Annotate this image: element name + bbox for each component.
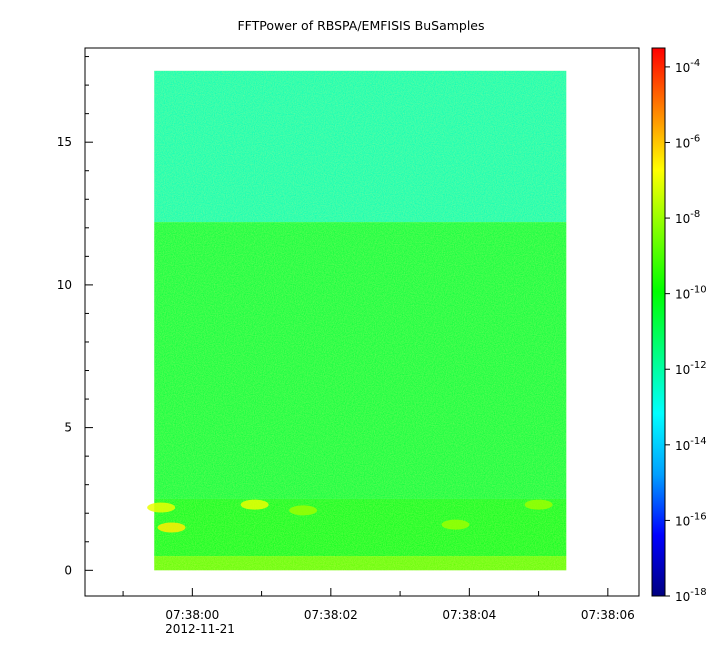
x-tick-label: 07:38:04 [442,608,496,622]
heatmap-hotspot [157,522,186,533]
heatmap-hotspot [524,499,553,510]
y-tick-label: 10 [57,278,72,292]
colorbar-tick-label: 10-10 [675,285,707,302]
heatmap-hotspot [147,502,176,513]
x-axis: 07:38:00 07:38:02 07:38:04 07:38:06 [122,588,635,622]
colorbar-tick-label: 10-8 [675,209,700,226]
colorbar-tick-label: 10-18 [675,587,707,604]
chart-title: FFTPower of RBSPA/EMFISIS BuSamples [237,18,484,33]
x-tick-label: 07:38:06 [581,608,635,622]
colorbar-ticks: 10-4 10-6 10-8 10-10 10-12 10-14 10-16 10-18 [665,58,707,604]
colorbar [651,47,666,597]
colorbar-tick-label: 10-14 [675,436,707,453]
y-tick-label: 5 [64,421,72,435]
colorbar-tick-label: 10-6 [675,133,700,150]
colorbar-tick-label: 10-12 [675,360,707,377]
y-tick-label: 0 [64,563,72,577]
heatmap-layer [147,70,567,571]
x-date-label: 2012-11-21 [165,622,235,636]
x-tick-label: 07:38:02 [304,608,358,622]
x-tick-label: 07:38:00 [165,608,219,622]
y-tick-label: 15 [57,135,72,149]
heatmap-hotspot [441,519,470,530]
heatmap-hotspot [240,499,269,510]
colorbar-tick-label: 10-16 [675,511,707,528]
heatmap-hotspot [289,505,318,516]
colorbar-tick-label: 10-4 [675,58,700,75]
heatmap-texture [154,70,567,571]
y-axis: 0 5 10 15 [57,56,93,577]
